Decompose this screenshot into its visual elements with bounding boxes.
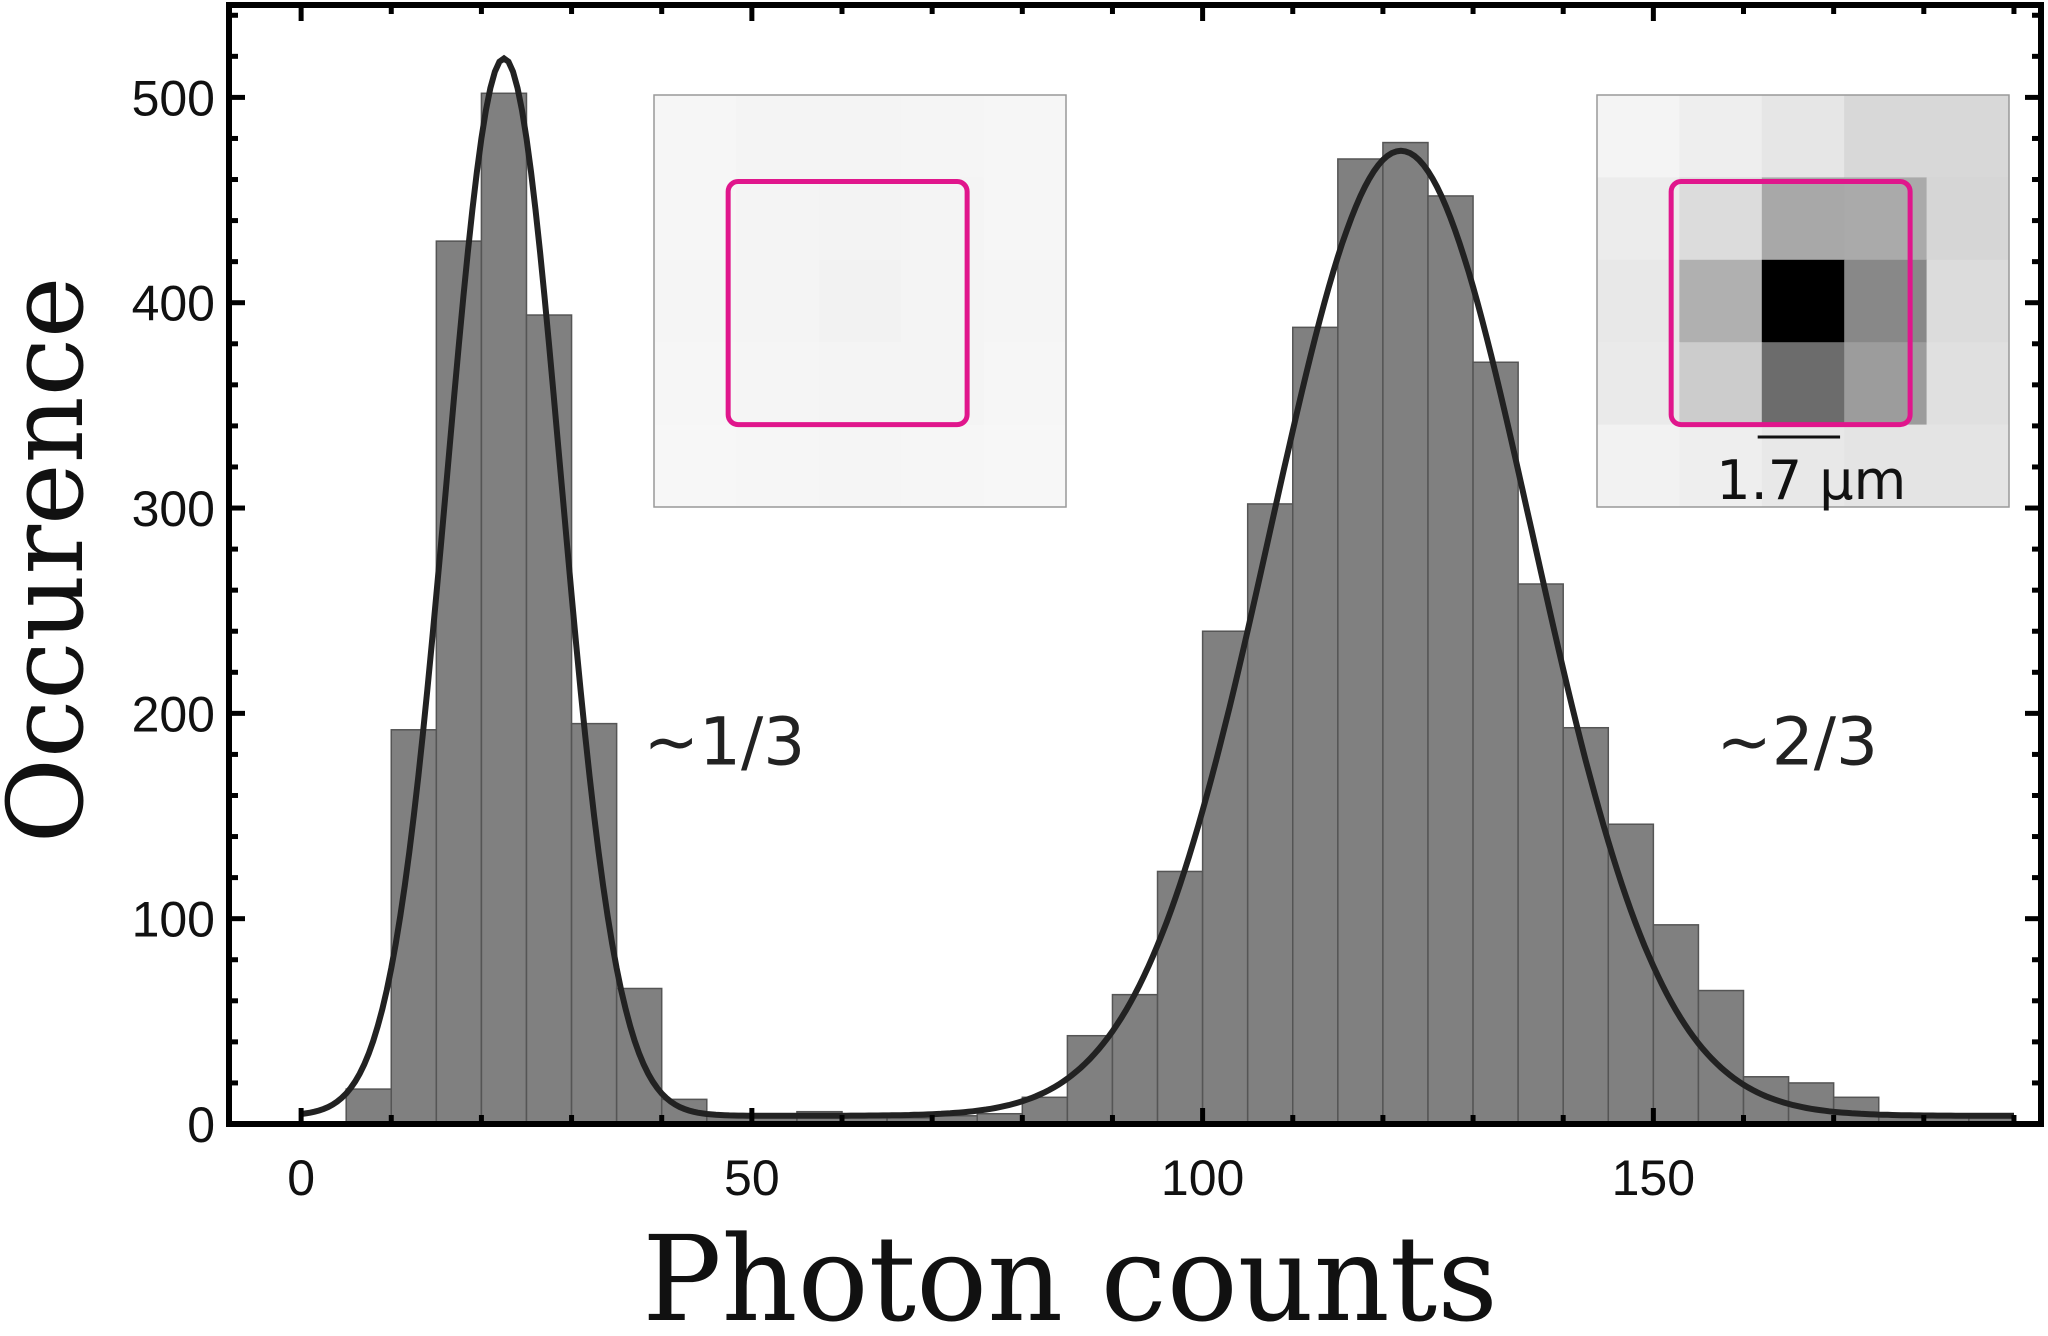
inset-pixel [1597,177,1680,261]
inset-pixel [1926,177,2010,261]
inset-pixel [1761,342,1845,426]
y-axis-label: Occurence [0,277,107,844]
inset-pixel [1679,342,1763,426]
inset-pixel [1761,95,1845,178]
x-tick-label: 50 [724,1150,780,1206]
inset-pixel [1597,424,1680,508]
histogram-bar [1832,1096,1880,1125]
x-tick-label: 150 [1612,1150,1695,1206]
inset-pixel [901,342,985,426]
y-tick-label: 200 [132,686,215,742]
axis-ticks: 0 50 100 150 0 100 200 300 400 500 [132,5,2041,1206]
histogram-bar [1111,993,1159,1125]
histogram-bar [435,240,483,1125]
histogram-bar [345,1088,393,1125]
histogram-bar [525,314,573,1125]
histogram-bar [480,92,528,1125]
inset-pixel [1844,342,1928,426]
inset-pixel [736,177,820,261]
inset-pixel [736,342,820,426]
inset-pixel [818,424,902,508]
histogram-bar [1652,924,1700,1125]
inset-pixel [654,95,737,178]
inset-pixel [901,259,985,343]
inset-pixel [1926,424,2010,508]
inset-pixel [983,177,1067,261]
inset-pixel [654,424,737,508]
y-tick-label: 0 [187,1097,215,1153]
inset-pixel [1597,259,1680,343]
inset-pixel [818,342,902,426]
inset-image-dark [653,94,1067,508]
histogram-bar [1201,630,1249,1125]
insets: 1.7 µm [653,94,2010,512]
inset-pixel [983,342,1067,426]
x-tick-label: 0 [287,1150,315,1206]
inset-pixel [736,95,820,178]
y-tick-label: 300 [132,481,215,537]
inset-pixel [901,424,985,508]
fit-curve-group [300,54,2014,1119]
y-tick-label: 100 [132,892,215,948]
inset-pixel [654,259,737,343]
annotation-two-thirds: ~2/3 [1716,704,1878,781]
inset-border [653,94,1067,508]
inset-pixel [901,177,985,261]
y-tick-label: 400 [132,276,215,332]
inset-pixel [1926,259,2010,343]
inset-pixel [983,424,1067,508]
inset-pixel [1597,342,1680,426]
histogram-bar [1517,583,1564,1125]
roi-box [1668,179,1913,428]
inset-pixel [1844,424,1928,508]
inset-pixel [818,177,902,261]
inset-pixel [1597,95,1680,178]
inset-pixel [1679,424,1763,508]
inset-pixel [1761,259,1845,343]
histogram-bar [1472,361,1519,1125]
histogram-bar [1382,141,1429,1125]
inset-pixel [818,259,902,343]
scale-bar-label: 1.7 µm [1716,449,1906,512]
y-tick-label: 500 [132,70,215,126]
inset-pixel [736,259,820,343]
inset-pixel [1679,259,1763,343]
inset-image-bright: 1.7 µm [1596,94,2010,512]
inset-pixel [1926,95,2010,178]
plot-frame [226,2,2044,1127]
histogram-bar [1337,158,1384,1125]
x-tick-label: 100 [1161,1150,1244,1206]
histogram-bar [1427,195,1474,1125]
inset-pixel [654,342,737,426]
inset-pixel [983,259,1067,343]
x-axis-label: Photon counts [642,1210,1498,1336]
inset-pixel [901,95,985,178]
histogram-bar [1156,870,1204,1125]
inset-border [1596,94,2010,508]
inset-pixel [1844,95,1928,178]
histogram-bar [1562,726,1610,1125]
inset-pixel [1844,177,1928,261]
inset-pixel [1679,177,1763,261]
fit-curve [300,54,2014,1119]
inset-pixel [1926,342,2010,426]
inset-pixel [1844,259,1928,343]
annotation-one-third: ~1/3 [644,704,806,781]
inset-pixel [654,177,737,261]
roi-box [725,179,970,428]
inset-pixel [983,95,1067,178]
histogram-bar [1292,326,1339,1125]
inset-pixel [1761,177,1845,261]
histogram-bar [1066,1034,1114,1125]
inset-pixel [736,424,820,508]
inset-pixel [818,95,902,178]
histogram-bar [1697,989,1745,1125]
inset-pixel [1679,95,1763,178]
